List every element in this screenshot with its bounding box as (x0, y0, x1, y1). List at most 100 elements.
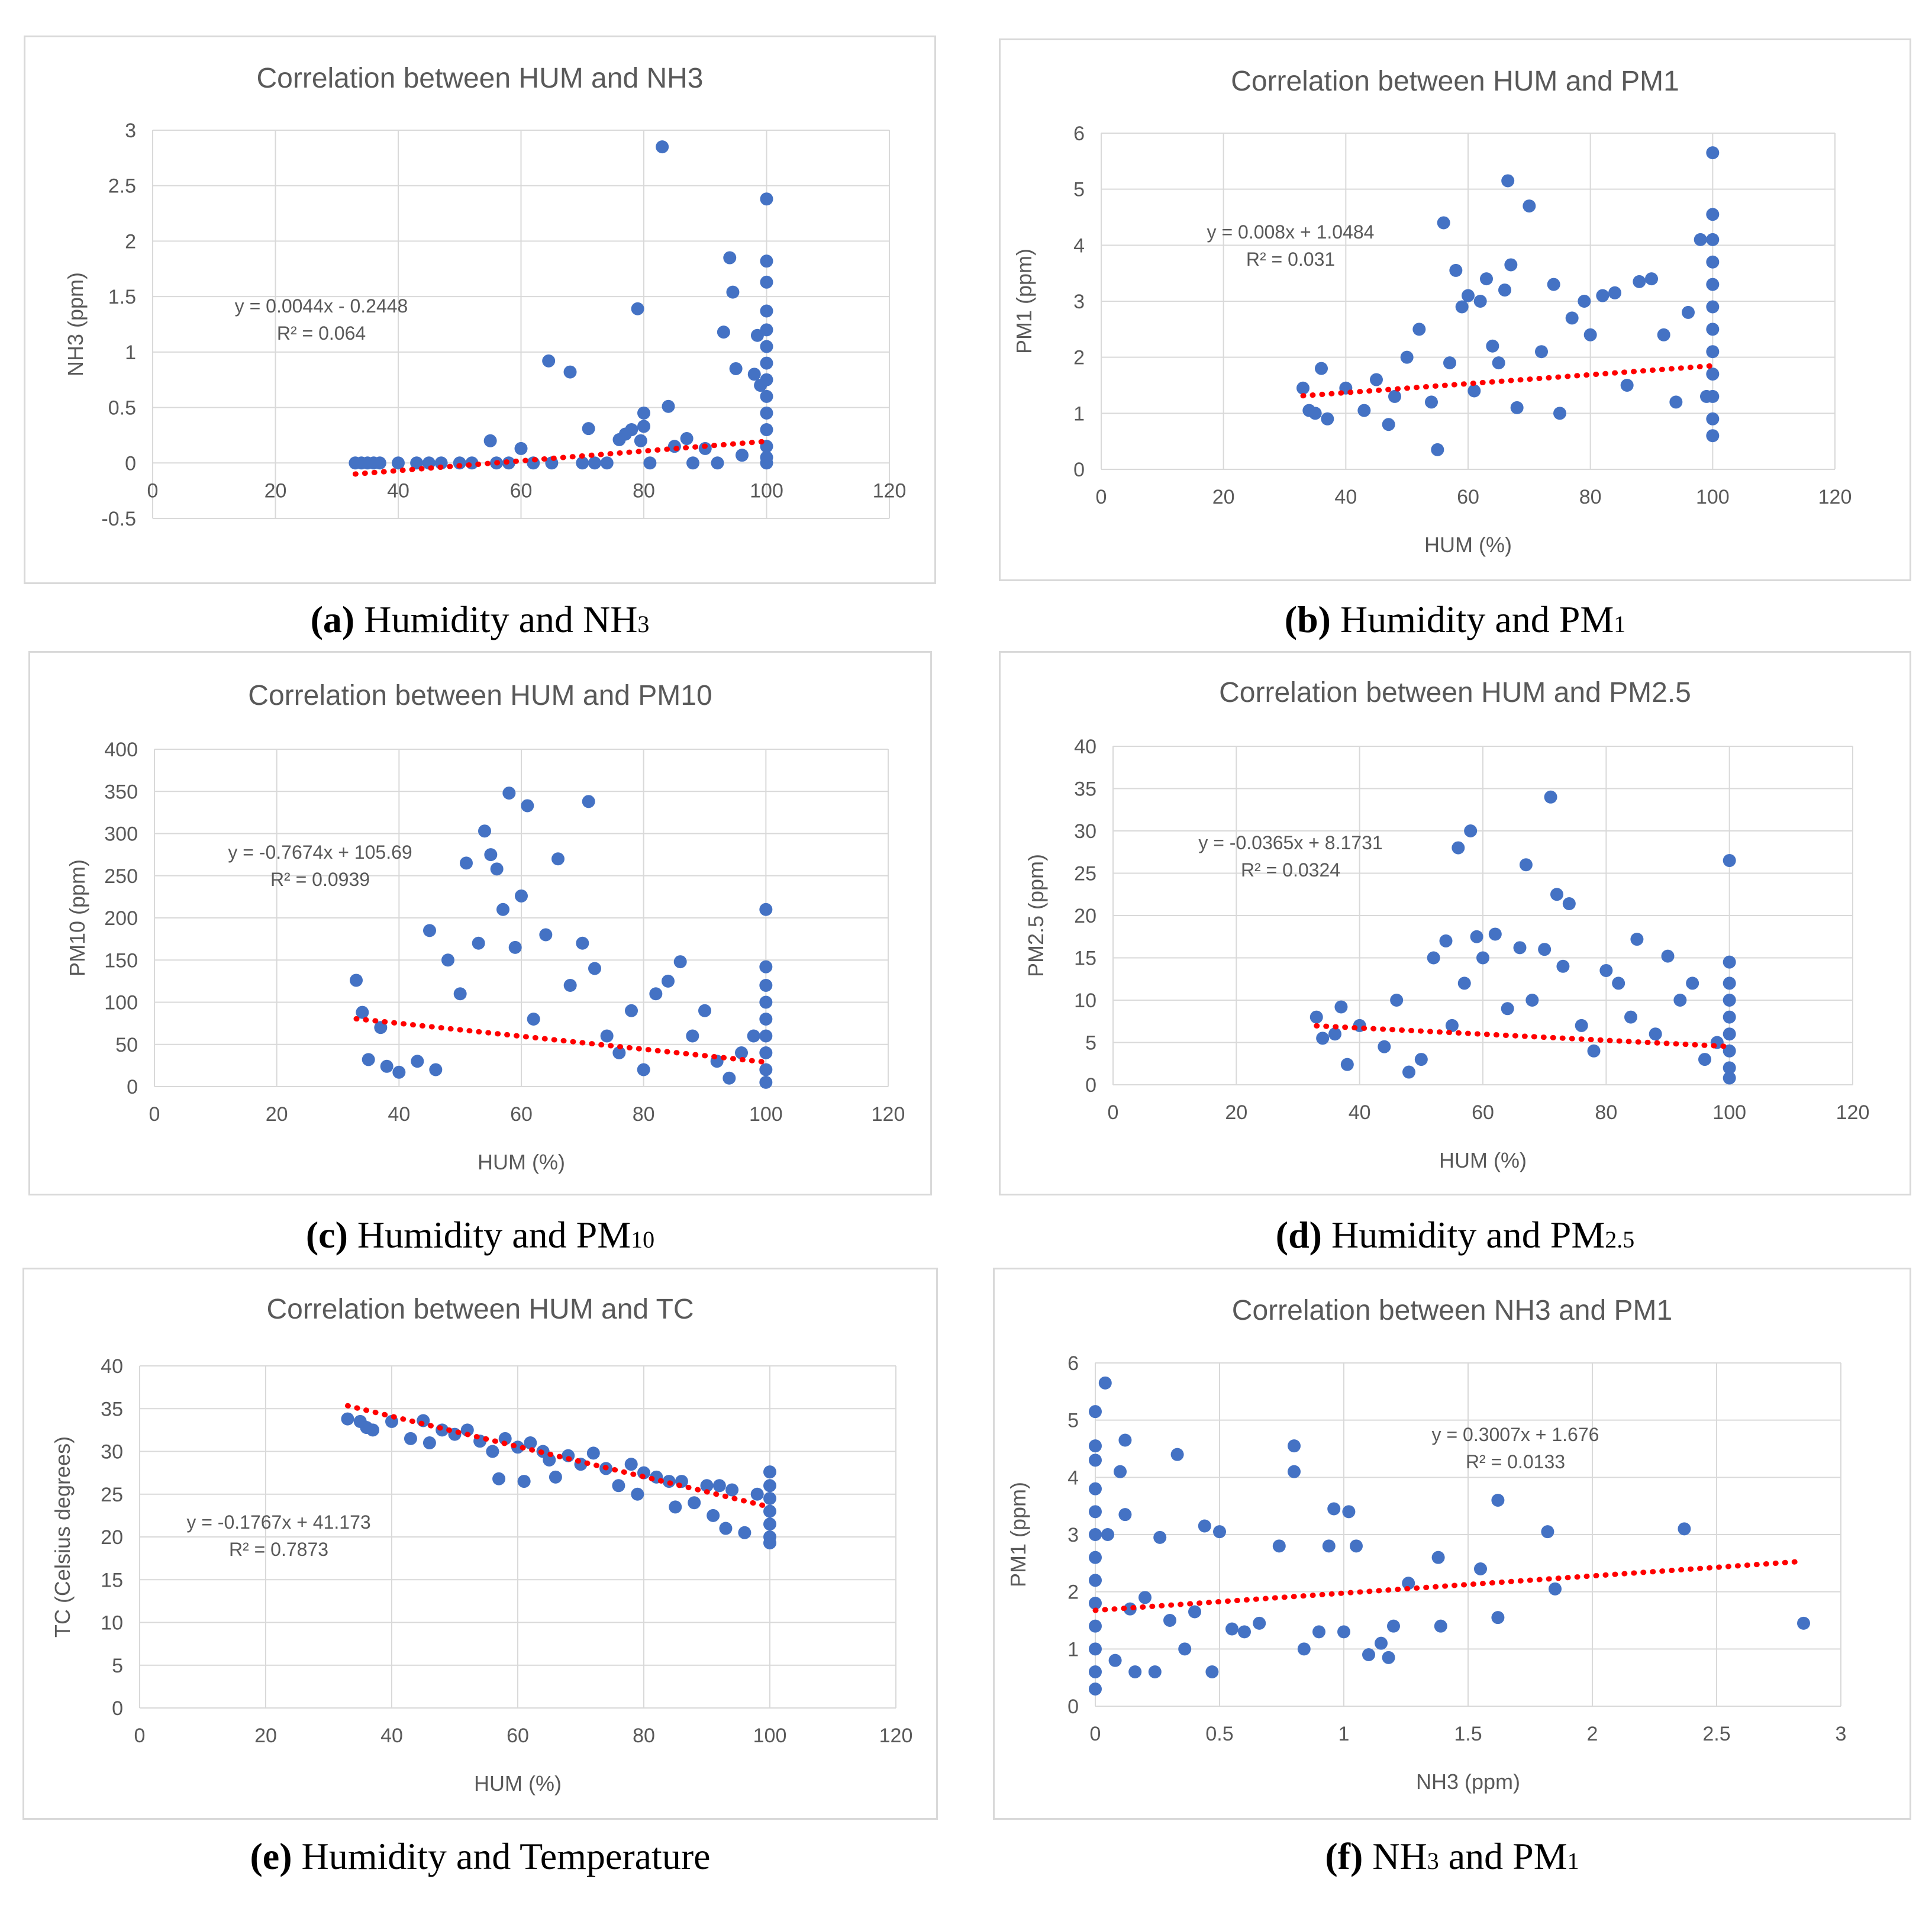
data-point (747, 1029, 760, 1043)
data-point (411, 1055, 424, 1068)
data-point (1370, 373, 1383, 386)
data-point (1427, 951, 1440, 965)
x-tick-label: 0.5 (1205, 1723, 1233, 1745)
data-point (1706, 278, 1720, 291)
data-point (586, 1446, 600, 1460)
chart-panel-e: Correlation between HUM and TC 0 5 10 15 20 2… (22, 1268, 938, 1820)
data-point (563, 365, 577, 379)
x-tick-label: 60 (510, 1103, 533, 1126)
data-point (662, 974, 675, 988)
data-point (1473, 295, 1487, 308)
data-point (1308, 407, 1322, 420)
data-point (542, 354, 556, 368)
data-point (1498, 283, 1511, 297)
data-point (760, 456, 773, 470)
x-tick-label: 2 (1587, 1723, 1598, 1745)
data-point (667, 440, 681, 453)
y-tick-label: 20 (1074, 905, 1096, 927)
y-tick-label: 35 (1074, 778, 1096, 801)
data-point (729, 362, 743, 375)
data-point (1488, 927, 1502, 941)
data-point (1452, 841, 1465, 855)
data-point (1128, 1665, 1142, 1678)
data-point (759, 960, 773, 974)
data-point (484, 848, 498, 862)
y-tick-label: 2 (125, 230, 136, 253)
data-point (1723, 1044, 1736, 1058)
data-point (634, 434, 647, 447)
data-point (759, 979, 773, 992)
data-point (1089, 1642, 1102, 1656)
caption-subscript: 10 (631, 1226, 655, 1253)
x-tick-label: 120 (872, 1103, 905, 1126)
data-point (1492, 356, 1505, 370)
data-point (1723, 955, 1736, 969)
y-tick-label: 200 (104, 907, 138, 930)
data-point (1673, 994, 1687, 1007)
data-point (1455, 300, 1469, 314)
y-tick-label: 3 (1073, 291, 1085, 313)
data-point (680, 432, 694, 446)
caption-letter: (e) (250, 1835, 292, 1877)
data-point (759, 995, 773, 1009)
caption-letter: (a) (310, 598, 355, 640)
data-point (1706, 345, 1720, 359)
data-point (429, 1063, 443, 1077)
y-tick-label: 3 (1067, 1524, 1079, 1546)
data-point (1657, 328, 1670, 341)
data-point (1272, 1539, 1286, 1553)
data-point (1098, 1376, 1112, 1390)
data-point (508, 940, 522, 954)
data-point (760, 323, 773, 337)
data-point (1491, 1611, 1505, 1625)
y-tick-label: 35 (101, 1398, 123, 1420)
chart-panel-c: Correlation between HUM and PM10 0 50 100 1… (28, 651, 932, 1195)
data-point (686, 1029, 699, 1043)
data-point (698, 1004, 711, 1017)
y-tick-label: 100 (104, 992, 138, 1014)
data-point (625, 1004, 638, 1017)
data-point (1723, 976, 1736, 990)
caption-subscript-2: 1 (1567, 1848, 1579, 1874)
data-point (1649, 1027, 1662, 1041)
r-squared-label: R² = 0.064 (277, 323, 366, 344)
data-point (747, 368, 761, 381)
y-tick-label: 1 (125, 341, 136, 364)
data-point (1682, 305, 1695, 319)
data-point (673, 955, 687, 969)
data-point (1316, 1032, 1330, 1045)
data-point (1089, 1551, 1102, 1564)
data-point (1118, 1433, 1132, 1447)
scatter-plot: 0 1 2 3 4 5 6 0 0.5 1 1.5 2 2.5 3 NH3 (ppm) PM1 (ppm) y … (1006, 1352, 1846, 1794)
data-point (1550, 888, 1563, 901)
data-point (1288, 1465, 1301, 1478)
data-point (600, 1029, 614, 1043)
data-point (719, 1522, 733, 1535)
chart-title: Correlation between HUM and NH3 (256, 63, 704, 94)
y-tick-label: 30 (101, 1441, 123, 1464)
data-point (1470, 930, 1483, 943)
data-point (1309, 1010, 1323, 1024)
data-point (1431, 443, 1444, 456)
y-tick-label: 15 (101, 1569, 123, 1591)
y-tick-label: 4 (1073, 234, 1085, 257)
y-tick-label: 2 (1067, 1581, 1079, 1604)
data-point (441, 953, 454, 967)
data-point (1362, 1648, 1375, 1661)
x-tick-label: 1.5 (1454, 1723, 1482, 1745)
data-point (1297, 1642, 1311, 1656)
x-tick-label: 60 (1457, 486, 1479, 508)
data-point (625, 423, 638, 437)
caption-letter: (f) (1325, 1835, 1363, 1877)
x-tick-label: 100 (749, 1103, 783, 1126)
data-point (1669, 395, 1683, 409)
data-point (1089, 1597, 1102, 1610)
data-point (1501, 174, 1515, 188)
data-point (1170, 1448, 1184, 1461)
x-tick-label: 40 (1349, 1101, 1371, 1124)
data-point (760, 406, 773, 420)
data-point (410, 456, 424, 470)
data-point (1624, 1010, 1637, 1024)
data-point (1565, 311, 1579, 325)
y-tick-label: 0 (112, 1697, 123, 1720)
